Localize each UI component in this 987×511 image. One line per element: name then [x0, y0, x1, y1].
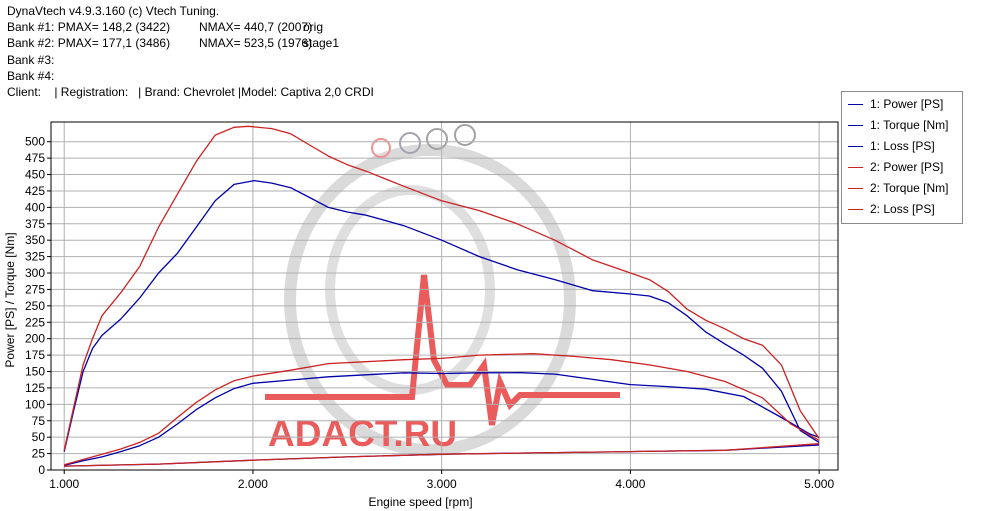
bank3-label: Bank #3:	[7, 52, 55, 67]
chart-legend: 1: Power [PS] 1: Torque [Nm] 1: Loss [PS] 2…	[841, 91, 963, 224]
legend-label: 2: Loss [PS]	[870, 202, 935, 216]
plot-area	[51, 122, 838, 470]
y-tick-label: 175	[25, 348, 45, 362]
y-tick-label: 200	[25, 332, 45, 346]
y-tick-label: 475	[25, 151, 45, 165]
legend-label: 2: Power [PS]	[870, 160, 944, 174]
legend-label: 2: Torque [Nm]	[870, 181, 949, 195]
bank1-label: orig	[303, 20, 324, 35]
bank1-pmax: Bank #1: PMAX= 148,2 (3422)	[7, 20, 171, 35]
x-tick-label: 3.000	[427, 477, 457, 491]
legend-label: 1: Power [PS]	[870, 97, 944, 111]
header-line-bank1: Bank #1: PMAX= 148,2 (3422) NMAX= 440,7 (…	[7, 19, 374, 35]
legend-item: 2: Torque [Nm]	[842, 178, 962, 199]
series-line-6	[64, 443, 820, 467]
legend-item: 1: Loss [PS]	[842, 136, 962, 157]
header-line-bank4: Bank #4:	[7, 68, 374, 84]
header-line-bank2: Bank #2: PMAX= 177,1 (3486) NMAX= 523,5 (…	[7, 35, 374, 51]
y-tick-label: 500	[25, 135, 45, 149]
y-tick-label: 450	[25, 168, 45, 182]
header-title: DynaVtech v4.9.3.160 (c) Vtech Tuning.	[7, 4, 220, 18]
x-tick-label: 1.000	[49, 477, 79, 491]
y-tick-label: 50	[32, 430, 46, 444]
legend-item: 1: Torque [Nm]	[842, 115, 962, 136]
y-tick-label: 25	[32, 447, 46, 461]
x-axis-title: Engine speed [rpm]	[368, 495, 472, 509]
watermark-logo: ADACT.RU	[265, 124, 620, 456]
watermark-text: ADACT.RU	[268, 413, 457, 454]
bank1-nmax: NMAX= 440,7 (2007)	[199, 20, 313, 35]
y-axis-title: Power [PS] / Torque [Nm]	[3, 232, 17, 367]
legend-swatch	[848, 146, 863, 147]
watermark-circle-2	[399, 132, 421, 154]
y-tick-label: 275	[25, 282, 45, 296]
watermark-circle-1	[371, 138, 391, 158]
y-tick-label: 225	[25, 315, 45, 329]
y-tick-label: 375	[25, 217, 45, 231]
watermark-circle-3	[426, 128, 448, 150]
y-tick-label: 125	[25, 381, 45, 395]
y-tick-label: 75	[32, 414, 46, 428]
y-tick-label: 325	[25, 250, 45, 264]
header-line-title: DynaVtech v4.9.3.160 (c) Vtech Tuning.	[7, 3, 374, 19]
watermark-circle-4	[454, 124, 476, 146]
plot-border	[50, 121, 839, 471]
x-tick-label: 5.000	[804, 477, 834, 491]
watermark-ring	[284, 144, 576, 456]
series-line-2	[63, 179, 820, 452]
bank2-pmax: Bank #2: PMAX= 177,1 (3486)	[7, 36, 171, 51]
bank2-label: stage1	[303, 36, 340, 51]
bank2-nmax: NMAX= 523,5 (1976)	[199, 36, 313, 51]
legend-swatch	[848, 188, 863, 189]
legend-label: 1: Torque [Nm]	[870, 118, 949, 132]
series-line-5	[63, 125, 820, 451]
legend-swatch	[848, 209, 863, 210]
y-tick-label: 150	[25, 365, 45, 379]
legend-swatch	[848, 167, 863, 168]
header-line-bank3: Bank #3:	[7, 52, 374, 68]
legend-item: 2: Loss [PS]	[842, 199, 962, 220]
y-tick-label: 350	[25, 233, 45, 247]
client-info: Client: | Registration: | Brand: Chevrol…	[7, 85, 374, 100]
y-tick-label: 250	[25, 299, 45, 313]
chart-header: DynaVtech v4.9.3.160 (c) Vtech Tuning. B…	[7, 3, 374, 100]
header-line-client: Client: | Registration: | Brand: Chevrol…	[7, 84, 374, 100]
legend-item: 1: Power [PS]	[842, 94, 962, 115]
legend-label: 1: Loss [PS]	[870, 139, 935, 153]
bank4-label: Bank #4:	[7, 68, 55, 83]
watermark-pulse-line	[265, 274, 620, 426]
x-tick-label: 2.000	[238, 477, 268, 491]
y-tick-label: 0	[38, 463, 45, 477]
y-tick-label: 400	[25, 200, 45, 214]
legend-item: 2: Power [PS]	[842, 157, 962, 178]
x-tick-label: 4.000	[615, 477, 645, 491]
y-tick-label: 100	[25, 397, 45, 411]
legend-swatch	[848, 125, 863, 126]
legend-swatch	[848, 104, 863, 105]
series-line-1	[64, 372, 820, 467]
series-line-4	[64, 353, 820, 466]
y-tick-label: 425	[25, 184, 45, 198]
y-tick-label: 300	[25, 266, 45, 280]
